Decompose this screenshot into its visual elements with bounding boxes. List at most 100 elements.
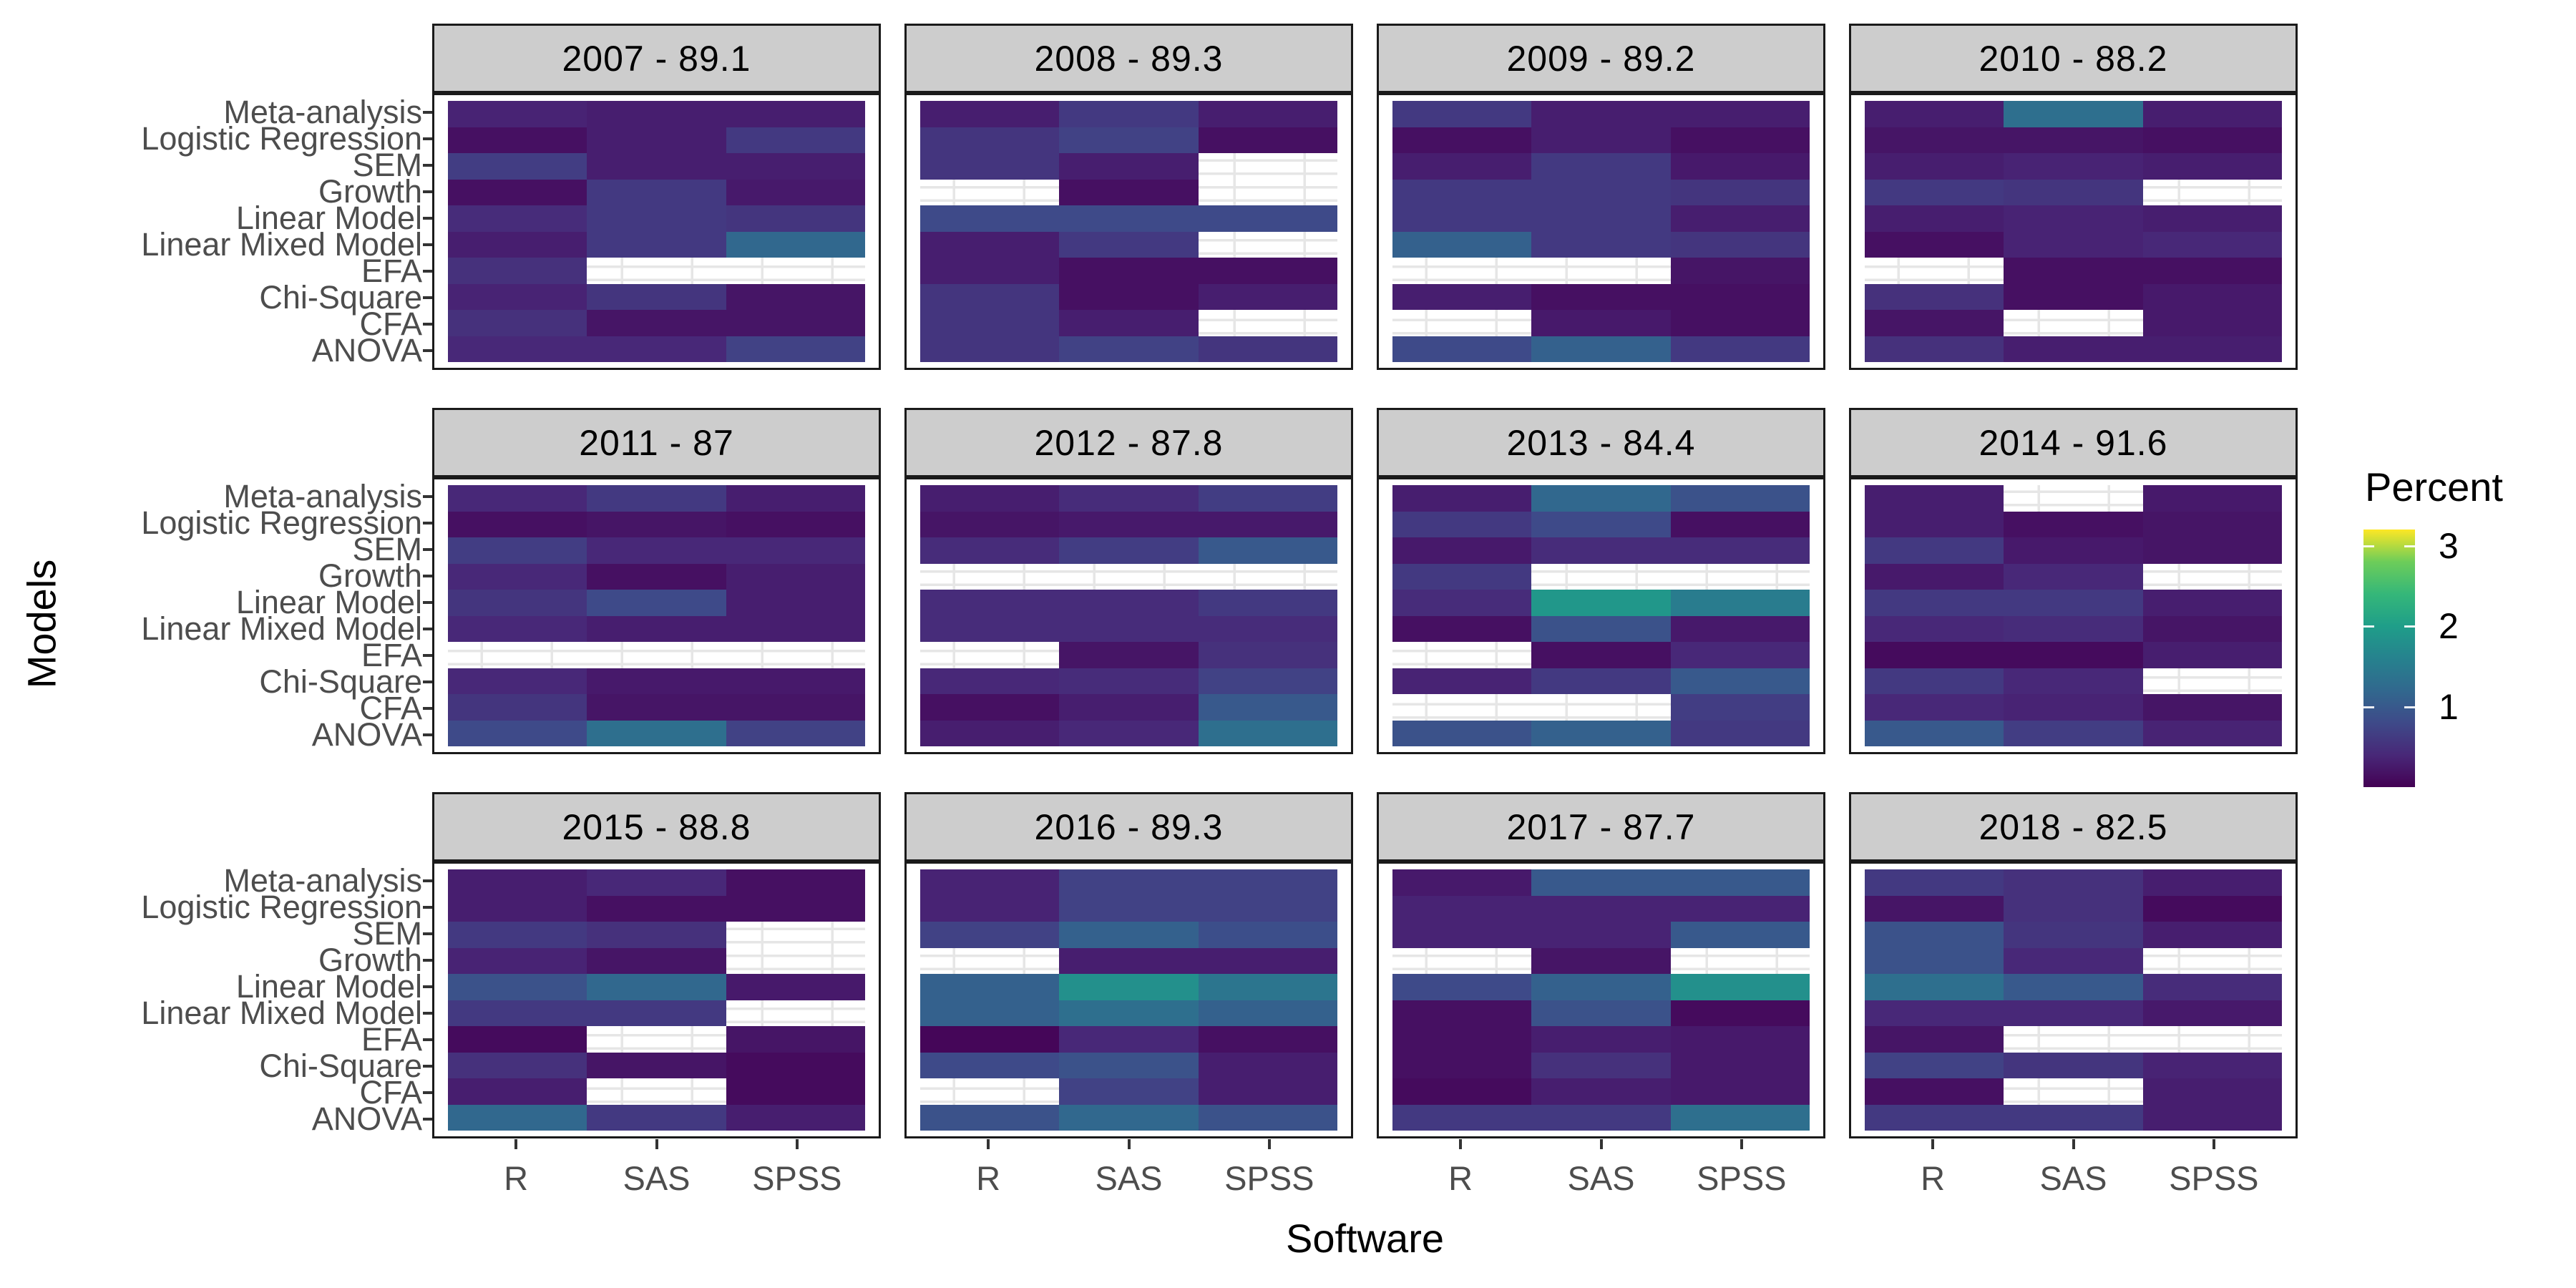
heatmap-cell [1531, 127, 1671, 153]
heatmap-cell [587, 153, 726, 180]
heatmap-cell [1059, 310, 1199, 336]
heatmap-cell [1865, 310, 2004, 336]
heatmap-cells [1392, 485, 1810, 746]
heatmap-cell [587, 720, 726, 746]
heatmap-cell [920, 895, 1060, 922]
x-axis-label: R [504, 1159, 529, 1197]
facet-panel [1377, 93, 1825, 370]
x-axis-tick [2212, 1139, 2215, 1149]
facet-panel [1377, 862, 1825, 1138]
heatmap-cell [1392, 231, 1532, 258]
heatmap-cell [448, 205, 587, 232]
heatmap-cell [587, 869, 726, 896]
heatmap-cell [1531, 231, 1671, 258]
heatmap-cell [1059, 537, 1199, 564]
heatmap-cell [2142, 974, 2282, 1000]
facet-panel [904, 93, 1353, 370]
facet-strip: 2016 - 89.3 [904, 792, 1353, 862]
heatmap-cell [1059, 153, 1199, 180]
heatmap-cell [1531, 895, 1671, 922]
y-axis-tick [423, 270, 432, 273]
heatmap-cell [726, 642, 865, 668]
heatmap-cell [2143, 1026, 2282, 1053]
heatmap-cell [1670, 922, 1810, 948]
heatmap-cell [920, 231, 1060, 258]
heatmap-cell [2143, 180, 2282, 206]
heatmap-cell [587, 231, 726, 258]
x-axis-label: R [976, 1159, 1001, 1197]
heatmap-cell [726, 283, 865, 310]
heatmap-cell [1392, 310, 1531, 336]
y-axis-tick [423, 1091, 432, 1095]
heatmap-cell [2004, 974, 2143, 1000]
y-axis-label: Growth [318, 557, 422, 594]
heatmap-cell [1531, 258, 1670, 284]
facet-strip-label: 2013 - 84.4 [1506, 422, 1696, 463]
y-axis-tick [423, 985, 432, 988]
heatmap-cell [1199, 564, 1337, 590]
heatmap-cell [587, 511, 726, 537]
heatmap-cell [1670, 310, 1810, 336]
heatmap-cell [587, 1000, 726, 1026]
heatmap-cell [726, 231, 865, 258]
heatmap-cell [2142, 1052, 2282, 1078]
heatmap-cell [1198, 1000, 1337, 1026]
heatmap-cell [920, 590, 1060, 616]
heatmap-cell [1670, 485, 1810, 512]
y-axis-tick [423, 163, 432, 167]
heatmap-cell [2142, 205, 2282, 232]
heatmap-cell [1059, 694, 1199, 721]
y-axis-tick [423, 958, 432, 962]
x-axis-label: SPSS [2169, 1159, 2259, 1197]
heatmap-cell [1531, 485, 1671, 512]
heatmap-cell [726, 1026, 865, 1053]
y-axis-label: Logistic Regression [141, 504, 422, 541]
x-axis-label: SAS [2039, 1159, 2107, 1197]
facet-strip: 2015 - 88.8 [432, 792, 881, 862]
heatmap-cell [1531, 101, 1671, 127]
heatmap-cell [2142, 590, 2282, 616]
heatmap-cell [1865, 974, 2004, 1000]
y-axis-label: EFA [361, 1021, 422, 1058]
facet-strip-label: 2018 - 82.5 [1979, 806, 2168, 847]
y-axis-label: Chi-Square [259, 663, 422, 701]
heatmap-cell [587, 1078, 726, 1105]
heatmap-cell [1392, 511, 1532, 537]
heatmap-cell [587, 947, 726, 974]
facet-strip: 2011 - 87 [432, 408, 881, 477]
heatmap-cell [920, 127, 1060, 153]
heatmap-cell [1392, 537, 1532, 564]
heatmap-cell [587, 1026, 726, 1053]
heatmap-cell [1198, 974, 1337, 1000]
heatmap-cell [1531, 1078, 1671, 1105]
y-axis-label: Linear Model [235, 583, 422, 620]
y-axis-label: EFA [361, 253, 422, 290]
facet-strip-label: 2011 - 87 [579, 422, 734, 463]
heatmap-cell [1670, 1078, 1810, 1105]
heatmap-cell [2004, 231, 2143, 258]
heatmap-cell [726, 1104, 865, 1131]
heatmap-cells [1865, 101, 2282, 362]
heatmap-cell [587, 974, 726, 1000]
heatmap-cell [920, 180, 1059, 206]
y-axis-tick [423, 600, 432, 604]
heatmap-cell [920, 258, 1060, 284]
heatmap-cell [2004, 869, 2143, 896]
heatmap-cell [726, 205, 865, 232]
heatmap-cell [1531, 205, 1671, 232]
heatmap-cell [1865, 720, 2004, 746]
heatmap-cell [726, 258, 865, 284]
heatmap-cell [920, 283, 1060, 310]
heatmap-cell [920, 922, 1060, 948]
y-axis-tick [423, 296, 432, 300]
heatmap-cell [1670, 869, 1810, 896]
x-axis-title: Software [1286, 1216, 1444, 1261]
facet-strip-label: 2010 - 88.2 [1979, 38, 2168, 79]
heatmap-cell [587, 485, 726, 512]
heatmap-cell [1059, 974, 1199, 1000]
x-axis-label: SAS [623, 1159, 691, 1197]
heatmap-cell [1198, 590, 1337, 616]
legend-tick-mark [2404, 706, 2415, 708]
heatmap-cell [448, 485, 587, 512]
heatmap-cell [726, 127, 865, 153]
